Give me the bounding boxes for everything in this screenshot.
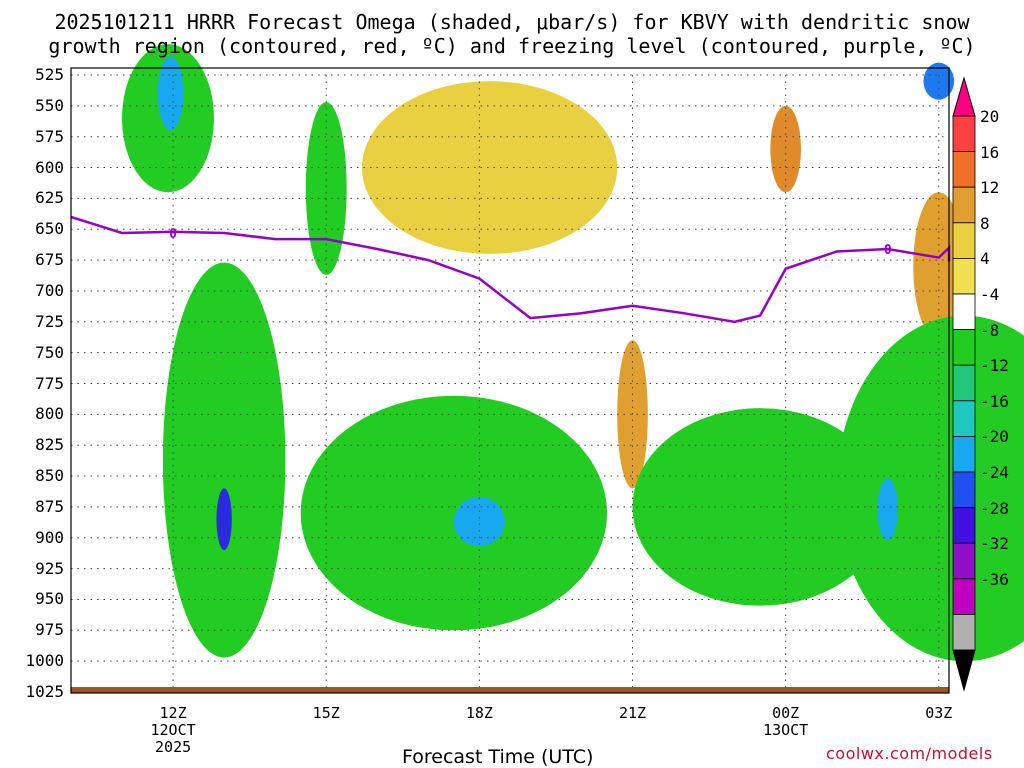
colorbar-swatch — [952, 507, 976, 544]
omega-region-upper-right-descent — [770, 105, 801, 193]
colorbar-label: 12 — [980, 178, 1000, 198]
x-tick-line: 00Z — [772, 704, 800, 722]
omega-region-far-right-ascent — [836, 315, 1024, 662]
omega-region-lower-mid-ascent — [300, 395, 607, 631]
freezing-level-label: 0 — [884, 243, 892, 258]
colorbar-swatch — [952, 471, 976, 508]
chart-title-line1: 2025101211 HRRR Forecast Omega (shaded, … — [54, 10, 970, 34]
y-tick-label: 700 — [35, 280, 64, 300]
colorbar-label: -8 — [980, 320, 1000, 340]
x-tick-label: 03Z — [904, 705, 974, 722]
colorbar-swatch — [952, 614, 976, 651]
y-tick-label: 825 — [35, 435, 64, 455]
colorbar-swatch — [952, 257, 976, 295]
colorbar-label: -24 — [980, 463, 1009, 482]
colorbar-swatch — [952, 578, 976, 615]
credit-link[interactable]: coolwx.com/models — [826, 744, 993, 763]
omega-region-upper-left-core — [157, 56, 184, 131]
y-tick-label: 850 — [35, 466, 64, 486]
colorbar-swatch — [952, 364, 976, 402]
colorbar-swatch — [952, 151, 976, 188]
x-tick-line: 18Z — [465, 704, 493, 722]
colorbar-label: -12 — [980, 356, 1009, 376]
gridlines — [71, 74, 949, 693]
colorbar-swatch — [952, 435, 976, 473]
omega-region-lower-left-ascent — [162, 262, 286, 658]
colorbar-arrow-bottom — [952, 649, 976, 692]
colorbar-swatch — [952, 293, 976, 330]
x-tick-label: 00Z 13OCT — [751, 705, 821, 739]
freezing-level-line — [70, 215, 951, 324]
colorbar-label: -28 — [980, 498, 1009, 518]
x-tick-line: 2025 — [155, 738, 192, 756]
colorbar-label: 16 — [980, 142, 1000, 162]
x-tick-line: 03Z — [925, 704, 953, 722]
x-tick-line: 21Z — [618, 704, 647, 722]
colorbar-label: -16 — [980, 391, 1009, 411]
y-tick-label: 925 — [35, 558, 64, 578]
x-tick-line: 12OCT — [150, 721, 196, 739]
x-tick-label: 12Z 12OCT 2025 — [138, 705, 208, 756]
colorbar-label: -4 — [980, 285, 1000, 304]
y-tick-label: 575 — [35, 126, 64, 146]
colorbar-swatch — [952, 329, 976, 366]
freezing-level-label: 0 — [169, 227, 177, 242]
x-tick-line: 13OCT — [763, 721, 809, 739]
terrain-bar — [71, 687, 949, 693]
y-tick-label: 725 — [35, 311, 64, 331]
y-tick-label: 750 — [35, 342, 64, 362]
x-tick-label: 15Z — [291, 705, 361, 722]
colorbar-label: 8 — [980, 213, 990, 233]
y-tick-label: 975 — [35, 620, 64, 640]
colorbar-label: -20 — [980, 427, 1009, 447]
colorbar-swatch — [952, 542, 976, 580]
omega-region-upper-mid-descent — [361, 81, 618, 254]
chart-title-line2: growth region (contoured, red, ºC) and f… — [48, 34, 976, 58]
x-tick-line: 15Z — [312, 704, 340, 722]
colorbar-swatch — [952, 222, 976, 259]
omega-region-far-right-descent — [913, 192, 965, 341]
y-tick-label: 625 — [35, 188, 64, 208]
x-tick-label: 18Z — [444, 705, 514, 722]
colorbar-swatch — [952, 400, 976, 437]
x-axis-title: Forecast Time (UTC) — [402, 746, 594, 768]
colorbar-label: -36 — [980, 569, 1009, 589]
colorbar — [952, 76, 976, 692]
colorbar-swatch — [952, 115, 976, 152]
y-tick-label: 875 — [35, 496, 64, 516]
y-tick-label: 600 — [35, 157, 64, 177]
y-tick-label: 525 — [35, 65, 64, 84]
y-tick-label: 650 — [35, 219, 64, 239]
y-tick-label: 550 — [35, 95, 64, 115]
omega-region-top-right-ascent — [923, 62, 955, 100]
y-tick-label: 675 — [35, 250, 64, 270]
omega-region-lower-mid-core — [453, 497, 505, 547]
plot-frame — [70, 67, 950, 694]
y-tick-label: 900 — [35, 527, 64, 547]
y-tick-label: 950 — [35, 589, 64, 609]
y-tick-label: 1000 — [25, 651, 64, 671]
colorbar-swatch — [952, 186, 976, 224]
colorbar-label: 20 — [980, 107, 1000, 126]
omega-region-mid-strip-15z — [305, 102, 347, 275]
colorbar-label: -32 — [980, 534, 1009, 554]
omega-region-lower-left-core — [216, 488, 232, 551]
y-tick-label: 800 — [35, 404, 64, 424]
y-tick-label: 775 — [35, 373, 64, 393]
y-tick-label: 1025 — [25, 682, 64, 701]
omega-shading — [122, 44, 1024, 662]
colorbar-arrow-top — [952, 76, 976, 117]
omega-region-far-right-core — [877, 478, 898, 541]
x-tick-line: 12Z — [159, 704, 187, 722]
colorbar-label: 4 — [980, 249, 990, 269]
x-tick-label: 21Z — [598, 705, 668, 722]
